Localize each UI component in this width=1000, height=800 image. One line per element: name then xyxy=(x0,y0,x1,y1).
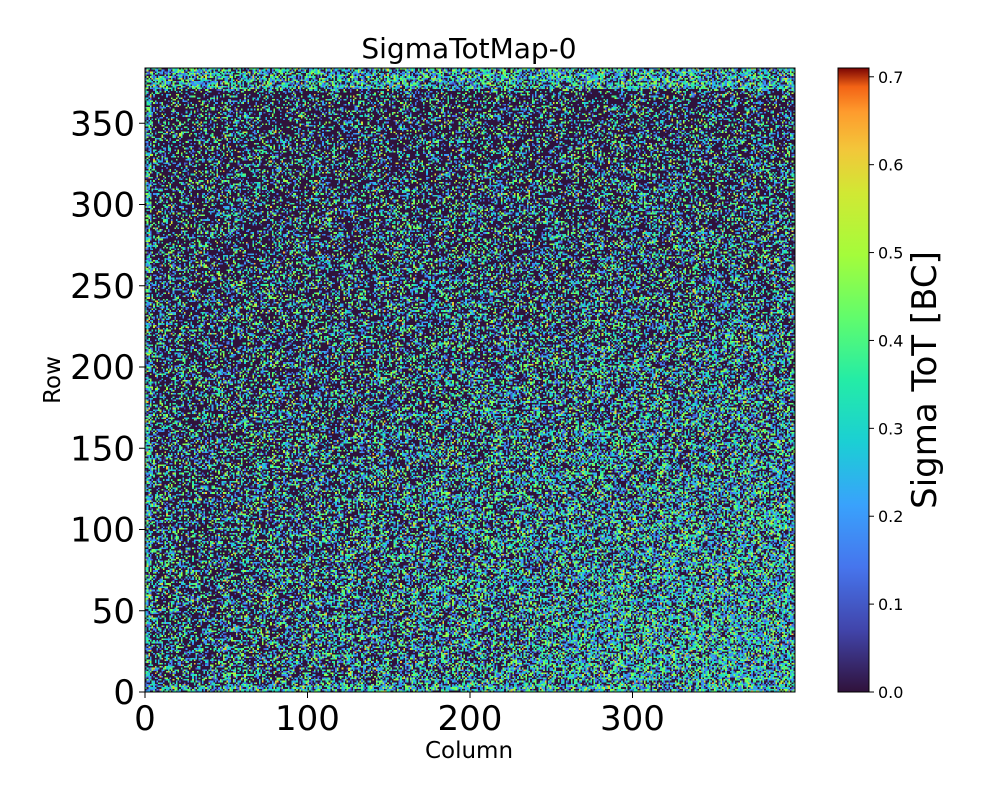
colorbar-tick-label: 0.1 xyxy=(878,595,903,614)
y-tick-label: 100 xyxy=(70,511,135,551)
x-tick-label: 300 xyxy=(600,699,665,739)
y-axis-label: Row xyxy=(40,356,66,404)
x-tick-label: 200 xyxy=(438,699,503,739)
colorbar-label: Sigma ToT [BC] xyxy=(905,251,945,509)
y-tick-label: 50 xyxy=(92,592,135,632)
colorbar xyxy=(837,67,870,693)
colorbar-tick-label: 0.0 xyxy=(878,683,903,702)
colorbar-tick-label: 0.7 xyxy=(878,68,903,87)
y-axis-ticks: 0 50 100 150 200 250 300 350 xyxy=(70,104,145,713)
colorbar-tick-label: 0.4 xyxy=(878,331,903,350)
y-tick-label: 350 xyxy=(70,104,135,144)
chart-title: SigmaTotMap-0 xyxy=(361,32,576,65)
x-axis-ticks: 0 100 200 300 xyxy=(134,692,665,739)
y-tick-label: 200 xyxy=(70,348,135,388)
x-tick-label: 100 xyxy=(275,699,340,739)
heatmap-plot-area xyxy=(145,68,795,692)
y-tick-label: 250 xyxy=(70,267,135,307)
colorbar-tick-label: 0.6 xyxy=(878,156,903,175)
x-axis-label: Column xyxy=(425,738,513,764)
y-tick-label: 150 xyxy=(70,429,135,469)
colorbar-tick-label: 0.3 xyxy=(878,419,903,438)
y-tick-label: 300 xyxy=(70,186,135,226)
x-tick-label: 0 xyxy=(134,699,156,739)
colorbar-ticks: 0.0 0.1 0.2 0.3 0.4 0.5 0.6 0.7 xyxy=(869,68,903,702)
heatmap-canvas xyxy=(145,68,795,692)
colorbar-tick-label: 0.5 xyxy=(878,244,903,263)
y-tick-label: 0 xyxy=(113,673,135,713)
colorbar-tick-label: 0.2 xyxy=(878,507,903,526)
